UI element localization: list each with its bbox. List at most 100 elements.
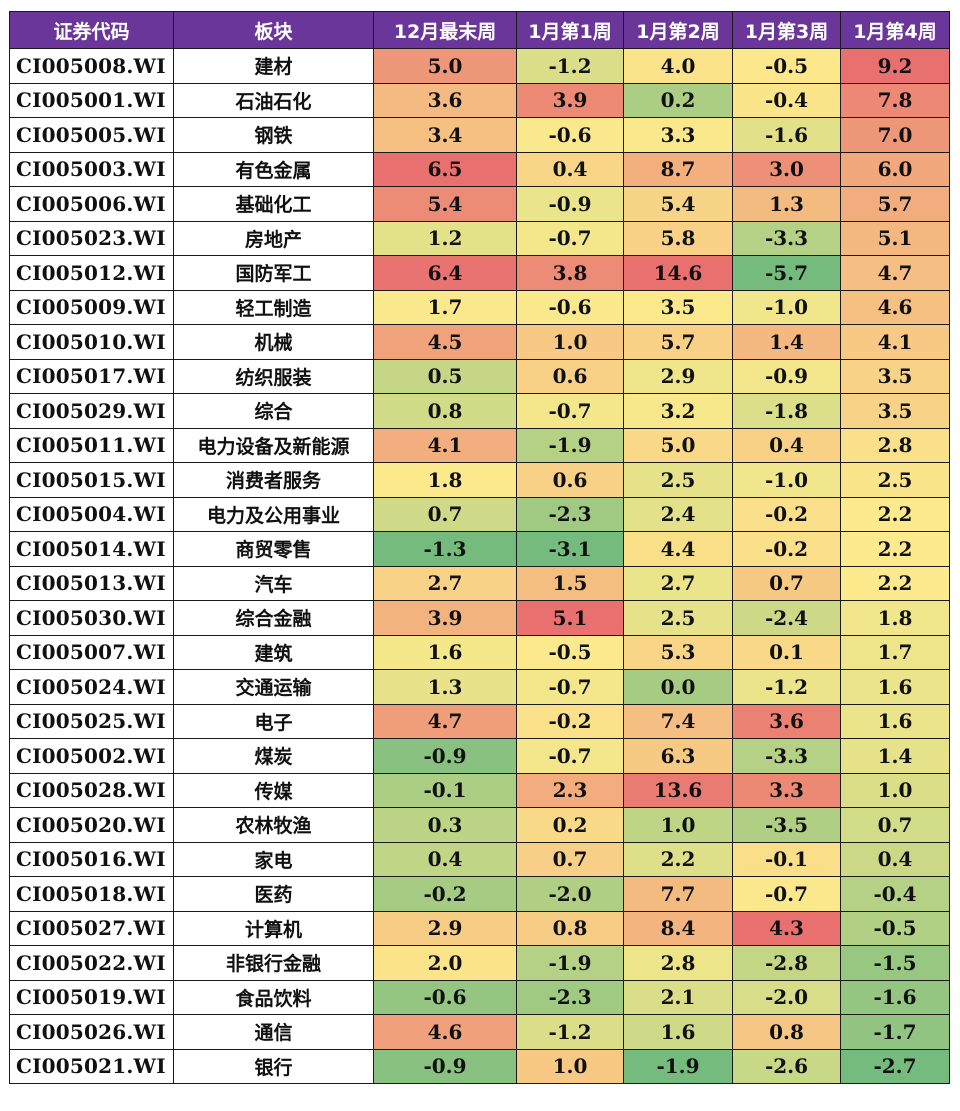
return-value-cell: -1.0 [732,289,841,325]
return-value-cell: 4.7 [840,255,950,291]
table-row: CI005024.WI 交通运输 1.3 -0.7 0.0 -1.2 1.6 [9,669,950,705]
sector-name: 农林牧渔 [173,807,374,843]
return-value-cell: 0.2 [623,82,733,118]
return-value-cell: 6.5 [373,151,517,187]
return-value-cell: 3.6 [732,703,841,739]
security-code: CI005030.WI [9,600,174,636]
table-row: CI005027.WI 计算机 2.9 0.8 8.4 4.3 -0.5 [9,910,950,946]
return-value-cell: -0.9 [516,186,624,222]
return-value-cell: 5.0 [623,427,733,463]
return-value-cell: 3.4 [373,117,517,153]
table-row: CI005015.WI 消费者服务 1.8 0.6 2.5 -1.0 2.5 [9,462,950,498]
return-value-cell: 1.6 [840,703,950,739]
return-value-cell: -1.3 [373,531,517,567]
return-value-cell: 1.0 [516,324,624,360]
security-code: CI005014.WI [9,531,174,567]
table-row: CI005010.WI 机械 4.5 1.0 5.7 1.4 4.1 [9,324,950,360]
return-value-cell: 0.7 [516,841,624,877]
return-value-cell: 6.0 [840,151,950,187]
return-value-cell: 1.6 [840,669,950,705]
return-value-cell: 7.0 [840,117,950,153]
sector-name: 食品饮料 [173,979,374,1015]
security-code: CI005004.WI [9,496,174,532]
return-value-cell: 3.9 [516,82,624,118]
return-value-cell: 1.7 [373,289,517,325]
table-row: CI005005.WI 钢铁 3.4 -0.6 3.3 -1.6 7.0 [9,117,950,153]
return-value-cell: -0.2 [373,876,517,912]
return-value-cell: 1.4 [732,324,841,360]
return-value-cell: 7.7 [623,876,733,912]
sector-name: 电力及公用事业 [173,496,374,532]
return-value-cell: 13.6 [623,772,733,808]
return-value-cell: 3.5 [623,289,733,325]
return-value-cell: -2.7 [840,1048,950,1084]
return-value-cell: 0.6 [516,462,624,498]
header-jan-week-3: 1月第3周 [732,11,841,49]
table-row: CI005022.WI 非银行金融 2.0 -1.9 2.8 -2.8 -1.5 [9,945,950,981]
table-row: CI005030.WI 综合金融 3.9 5.1 2.5 -2.4 1.8 [9,600,950,636]
return-value-cell: 2.9 [623,358,733,394]
security-code: CI005026.WI [9,1014,174,1050]
return-value-cell: 4.6 [373,1014,517,1050]
table-row: CI005004.WI 电力及公用事业 0.7 -2.3 2.4 -0.2 2.2 [9,496,950,532]
header-row: 证券代码 板块 12月最末周 1月第1周 1月第2周 1月第3周 1月第4周 [9,11,950,49]
return-value-cell: -2.6 [732,1048,841,1084]
table-row: CI005006.WI 基础化工 5.4 -0.9 5.4 1.3 5.7 [9,186,950,222]
return-value-cell: 2.8 [840,427,950,463]
return-value-cell: 8.4 [623,910,733,946]
return-value-cell: 1.0 [840,772,950,808]
sector-name: 房地产 [173,220,374,256]
table-row: CI005003.WI 有色金属 6.5 0.4 8.7 3.0 6.0 [9,151,950,187]
return-value-cell: -0.2 [732,496,841,532]
return-value-cell: 2.3 [516,772,624,808]
return-value-cell: 0.5 [373,358,517,394]
table-body: CI005008.WI 建材 5.0 -1.2 4.0 -0.5 9.2 CI005001.W… [9,48,950,1084]
sector-name: 传媒 [173,772,374,808]
table-row: CI005009.WI 轻工制造 1.7 -0.6 3.5 -1.0 4.6 [9,289,950,325]
return-value-cell: -0.7 [516,669,624,705]
return-value-cell: 5.7 [840,186,950,222]
security-code: CI005008.WI [9,48,174,84]
security-code: CI005025.WI [9,703,174,739]
return-value-cell: 9.2 [840,48,950,84]
return-value-cell: 2.4 [623,496,733,532]
return-value-cell: 5.8 [623,220,733,256]
return-value-cell: -3.5 [732,807,841,843]
sector-name: 计算机 [173,910,374,946]
return-value-cell: -0.6 [516,117,624,153]
return-value-cell: 0.0 [623,669,733,705]
return-value-cell: 1.8 [840,600,950,636]
table-row: CI005025.WI 电子 4.7 -0.2 7.4 3.6 1.6 [9,703,950,739]
table-row: CI005011.WI 电力设备及新能源 4.1 -1.9 5.0 0.4 2.8 [9,427,950,463]
security-code: CI005013.WI [9,565,174,601]
return-value-cell: 0.8 [516,910,624,946]
table-row: CI005016.WI 家电 0.4 0.7 2.2 -0.1 0.4 [9,841,950,877]
security-code: CI005002.WI [9,738,174,774]
return-value-cell: 1.7 [840,634,950,670]
security-code: CI005029.WI [9,393,174,429]
return-value-cell: -1.9 [516,945,624,981]
return-value-cell: 3.5 [840,358,950,394]
security-code: CI005019.WI [9,979,174,1015]
return-value-cell: 1.8 [373,462,517,498]
return-value-cell: 0.8 [373,393,517,429]
return-value-cell: 4.4 [623,531,733,567]
return-value-cell: 2.1 [623,979,733,1015]
return-value-cell: -2.4 [732,600,841,636]
return-value-cell: 2.5 [623,462,733,498]
return-value-cell: 0.7 [840,807,950,843]
return-value-cell: 5.4 [373,186,517,222]
table-row: CI005013.WI 汽车 2.7 1.5 2.7 0.7 2.2 [9,565,950,601]
security-code: CI005001.WI [9,82,174,118]
return-value-cell: 2.7 [373,565,517,601]
sector-name: 机械 [173,324,374,360]
table-row: CI005012.WI 国防军工 6.4 3.8 14.6 -5.7 4.7 [9,255,950,291]
return-value-cell: 5.0 [373,48,517,84]
return-value-cell: 3.8 [516,255,624,291]
return-value-cell: 0.4 [732,427,841,463]
sector-name: 交通运输 [173,669,374,705]
table-row: CI005021.WI 银行 -0.9 1.0 -1.9 -2.6 -2.7 [9,1048,950,1084]
return-value-cell: -0.4 [732,82,841,118]
return-value-cell: 1.6 [623,1014,733,1050]
return-value-cell: 3.2 [623,393,733,429]
